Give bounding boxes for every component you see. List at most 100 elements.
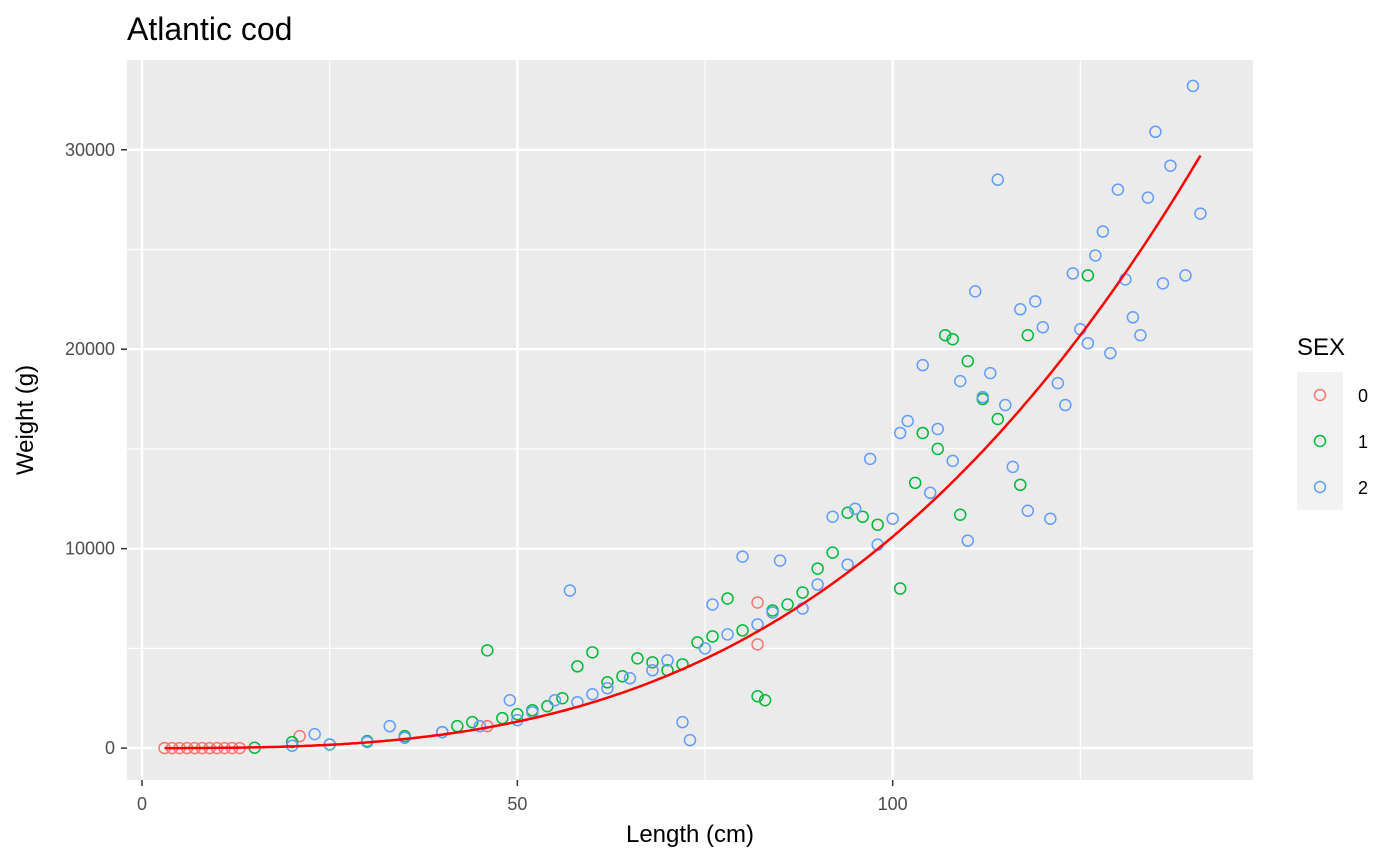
data-point-sex-2 <box>1006 460 1020 474</box>
data-point-sex-1 <box>466 715 479 729</box>
data-point-sex-2 <box>586 687 599 701</box>
data-point-sex-2 <box>1141 191 1155 204</box>
data-point-sex-2 <box>991 173 1005 186</box>
data-point-sex-2 <box>1051 376 1065 390</box>
data-point-sex-1 <box>916 426 929 440</box>
data-point-sex-2 <box>811 578 824 591</box>
data-point-sex-1 <box>541 699 554 713</box>
data-point-sex-2 <box>623 672 637 685</box>
data-point-sex-1 <box>721 592 734 605</box>
grid-lines <box>127 49 1253 780</box>
axis-ticks: 0 50 100 0 10000 20000 30000 <box>65 140 908 814</box>
legend-title: SEX <box>1297 334 1345 361</box>
legend: SEX 0 1 2 <box>1297 334 1368 510</box>
data-point-sex-2 <box>923 486 937 500</box>
legend-label-0: 0 <box>1358 386 1368 406</box>
data-point-sex-2 <box>773 554 787 567</box>
data-point-sex-2 <box>721 628 734 641</box>
data-point-sex-2 <box>961 534 974 547</box>
data-point-sex-1 <box>871 518 884 531</box>
data-point-sex-1 <box>961 354 974 368</box>
data-point-sex-1 <box>1014 478 1027 492</box>
data-point-sex-2 <box>1104 346 1117 360</box>
legend-key-2 <box>1313 480 1327 494</box>
data-point-sex-2 <box>1156 277 1170 290</box>
y-tick-label: 10000 <box>65 539 115 559</box>
y-tick-label: 20000 <box>65 339 115 359</box>
data-point-sex-2 <box>886 512 899 525</box>
data-point-sex-2 <box>1134 328 1147 342</box>
data-point-sex-2 <box>1149 125 1162 139</box>
data-point-sex-2 <box>848 502 862 516</box>
data-point-sex-2 <box>976 390 990 404</box>
data-point-sex-1 <box>991 412 1005 426</box>
data-point-sex-2 <box>901 414 914 428</box>
data-point-sex-1 <box>706 630 719 643</box>
data-point-sex-2 <box>1164 159 1177 172</box>
y-axis-title: Weight (g) <box>12 365 39 475</box>
data-point-sex-2 <box>676 715 689 729</box>
data-point-sex-2 <box>1179 269 1192 282</box>
data-point-sex-1 <box>481 644 494 657</box>
data-point-sex-1 <box>616 670 629 683</box>
data-point-sex-2 <box>646 664 659 677</box>
data-point-sex-0 <box>751 638 764 651</box>
legend-key-0 <box>1313 388 1327 402</box>
data-point-sex-2 <box>1044 512 1057 525</box>
data-point-sex-2 <box>1111 183 1125 196</box>
data-point-sex-2 <box>984 366 997 380</box>
data-point-sex-2 <box>436 725 449 739</box>
data-point-sex-1 <box>691 636 704 649</box>
data-point-sex-1 <box>736 624 749 637</box>
data-point-sex-2 <box>1126 311 1140 324</box>
data-point-sex-2 <box>1186 79 1200 93</box>
data-point-sex-1 <box>938 328 952 342</box>
data-point-sex-1 <box>826 546 839 559</box>
data-point-sex-1 <box>796 586 809 599</box>
legend-key-1 <box>1313 434 1327 448</box>
data-point-sex-1 <box>646 656 659 669</box>
data-point-sex-2 <box>503 693 517 707</box>
data-point-sex-1 <box>601 676 614 689</box>
data-point-sex-2 <box>661 654 674 667</box>
data-point-sex-2 <box>953 374 967 388</box>
legend-label-2: 2 <box>1358 478 1368 498</box>
x-tick-label: 50 <box>507 794 527 814</box>
fit-curve <box>164 154 1202 750</box>
data-point-sex-2 <box>473 719 487 733</box>
data-point-sex-2 <box>683 733 697 747</box>
legend-label-1: 1 <box>1358 432 1368 452</box>
x-tick-label: 100 <box>878 794 908 814</box>
data-point-sex-2 <box>1059 398 1072 412</box>
data-point-sex-2 <box>1021 504 1035 517</box>
chart-title: Atlantic cod <box>127 11 292 47</box>
data-point-sex-2 <box>308 727 321 741</box>
data-point-sex-2 <box>1036 321 1050 334</box>
data-point-sex-2 <box>1194 207 1207 220</box>
data-point-sex-2 <box>946 454 959 468</box>
data-point-sex-2 <box>969 285 982 298</box>
data-point-sex-1 <box>841 506 854 519</box>
data-point-sex-1 <box>758 693 772 707</box>
data-point-sex-2 <box>999 398 1012 412</box>
plot-panel <box>127 60 1253 780</box>
x-tick-label: 0 <box>137 794 147 814</box>
data-point-sex-2 <box>863 452 877 466</box>
data-point-sex-1 <box>908 476 922 490</box>
data-point-sex-2 <box>698 642 712 655</box>
data-point-sex-1 <box>571 660 584 673</box>
data-point-sex-2 <box>1081 336 1095 350</box>
data-point-sex-2 <box>601 682 614 695</box>
data-point-sex-1 <box>1021 328 1035 342</box>
data-point-sex-2 <box>563 584 577 597</box>
data-point-sex-1 <box>931 442 944 456</box>
data-point-sex-2 <box>548 693 562 707</box>
data-point-sex-2 <box>1096 225 1110 238</box>
data-point-sex-2 <box>931 422 944 436</box>
data-point-sex-1 <box>586 646 599 659</box>
data-point-sex-0 <box>293 729 306 743</box>
data-point-sex-2 <box>1029 295 1042 308</box>
data-point-sex-2 <box>1014 303 1027 316</box>
data-point-sex-2 <box>1066 267 1080 280</box>
